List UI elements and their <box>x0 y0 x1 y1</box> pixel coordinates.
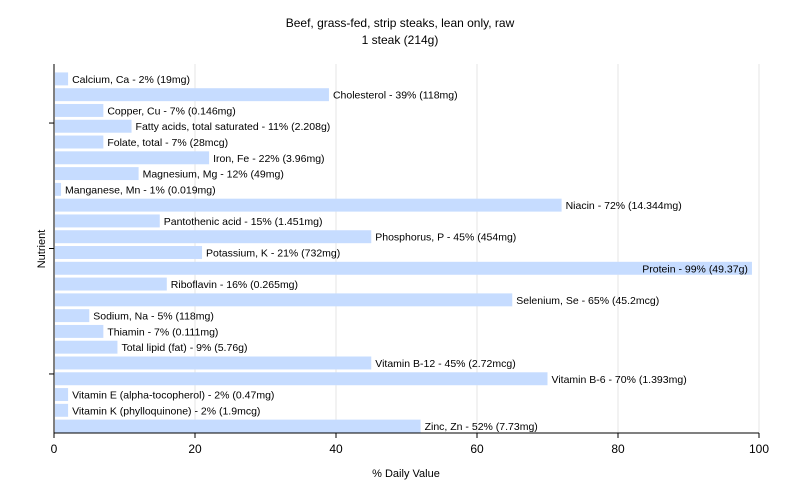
chart-subtitle: 1 steak (214g) <box>362 33 439 47</box>
bar <box>55 167 139 181</box>
bar <box>55 309 90 323</box>
bar-label: Niacin - 72% (14.344mg) <box>566 200 682 212</box>
bar <box>55 261 752 275</box>
bar-label: Total lipid (fat) - 9% (5.76g) <box>121 342 247 354</box>
bar-label: Fatty acids, total saturated - 11% (2.20… <box>136 121 331 133</box>
bar <box>55 103 104 117</box>
x-tick-label: 0 <box>51 442 58 456</box>
x-axis-label: % Daily Value <box>372 468 440 480</box>
y-axis-ticks <box>49 122 54 375</box>
y-axis-label: Nutrient <box>36 230 48 269</box>
bar-label: Folate, total - 7% (28mcg) <box>107 137 228 149</box>
chart-title: Beef, grass-fed, strip steaks, lean only… <box>286 16 515 30</box>
bar <box>55 403 69 417</box>
bar <box>55 214 160 228</box>
x-axis-ticks: 0 20 40 60 80 100 <box>51 433 769 456</box>
bar-label: Manganese, Mn - 1% (0.019mg) <box>65 184 216 196</box>
bar <box>55 356 372 370</box>
bar-label: Iron, Fe - 22% (3.96mg) <box>213 153 324 165</box>
bar-label: Magnesium, Mg - 12% (49mg) <box>143 169 284 181</box>
bar <box>55 198 562 212</box>
x-tick-label: 20 <box>188 442 202 456</box>
bar-label: Zinc, Zn - 52% (7.73mg) <box>425 421 538 433</box>
bar <box>55 182 62 196</box>
bar-label: Calcium, Ca - 2% (19mg) <box>72 74 190 86</box>
bar-label: Vitamin B-12 - 45% (2.72mcg) <box>375 358 515 370</box>
bar <box>55 230 372 244</box>
bar <box>55 151 210 165</box>
bar-label: Protein - 99% (49.37g) <box>642 263 748 275</box>
bar-labels: Calcium, Ca - 2% (19mg) Cholesterol - 39%… <box>65 74 748 433</box>
gridlines <box>194 64 760 433</box>
bar <box>55 293 513 307</box>
bar-label: Thiamin - 7% (0.111mg) <box>107 326 218 338</box>
bar-label: Selenium, Se - 65% (45.2mcg) <box>516 295 659 307</box>
bar <box>55 419 421 433</box>
bar-label: Riboflavin - 16% (0.265mg) <box>171 279 298 291</box>
bar <box>55 340 118 354</box>
bar <box>55 72 69 86</box>
bar-label: Vitamin B-6 - 70% (1.393mg) <box>552 374 687 386</box>
bar <box>55 119 132 133</box>
x-tick-label: 80 <box>611 442 625 456</box>
bar <box>55 372 548 386</box>
bar-label: Cholesterol - 39% (118mg) <box>333 90 458 102</box>
x-tick-label: 100 <box>749 442 769 456</box>
bar-label: Phosphorus, P - 45% (454mg) <box>375 232 516 244</box>
bar-label: Vitamin K (phylloquinone) - 2% (1.9mcg) <box>72 405 260 417</box>
bar-label: Potassium, K - 21% (732mg) <box>206 248 340 260</box>
bar <box>55 88 329 102</box>
bar-label: Vitamin E (alpha-tocopherol) - 2% (0.47m… <box>72 390 274 402</box>
bars <box>55 72 752 433</box>
bar <box>55 135 104 149</box>
x-tick-label: 40 <box>329 442 343 456</box>
bar-label: Sodium, Na - 5% (118mg) <box>93 311 214 323</box>
x-tick-label: 60 <box>470 442 484 456</box>
bar <box>55 388 69 402</box>
bar <box>55 246 203 259</box>
bar-label: Copper, Cu - 7% (0.146mg) <box>107 105 235 117</box>
bar <box>55 324 104 338</box>
bar <box>55 277 167 291</box>
bar-label: Pantothenic acid - 15% (1.451mg) <box>164 216 323 228</box>
